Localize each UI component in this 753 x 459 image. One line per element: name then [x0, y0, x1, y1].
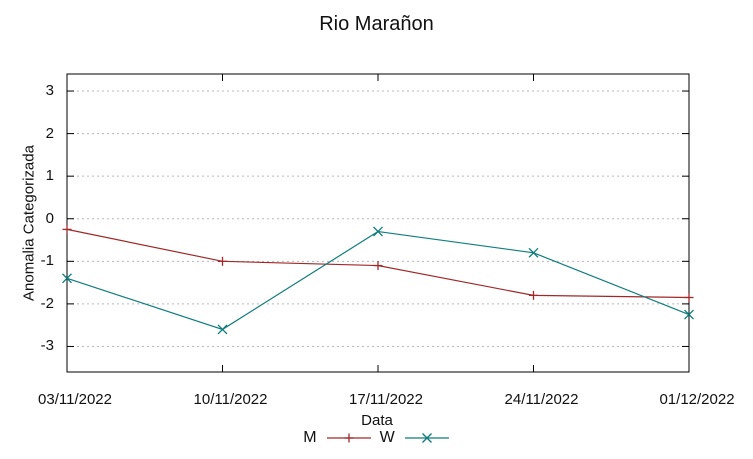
x-axis-title: Data [361, 412, 393, 429]
legend-item-W: W [380, 429, 450, 447]
cross-marker [62, 273, 72, 284]
legend-label: M [303, 429, 317, 446]
chart-title: Rio Marañon [319, 13, 434, 35]
cross-marker [684, 309, 694, 320]
cross-marker [528, 247, 539, 258]
cross-marker [421, 433, 432, 443]
series-line-W [66, 230, 690, 331]
cross-marker [217, 324, 228, 335]
legend-label: W [379, 429, 395, 446]
legend-sample-W [404, 433, 449, 443]
legend-item-M: M [303, 429, 371, 447]
legend-sample-M [326, 433, 371, 443]
plot-border [66, 73, 690, 373]
cross-marker [373, 226, 383, 237]
